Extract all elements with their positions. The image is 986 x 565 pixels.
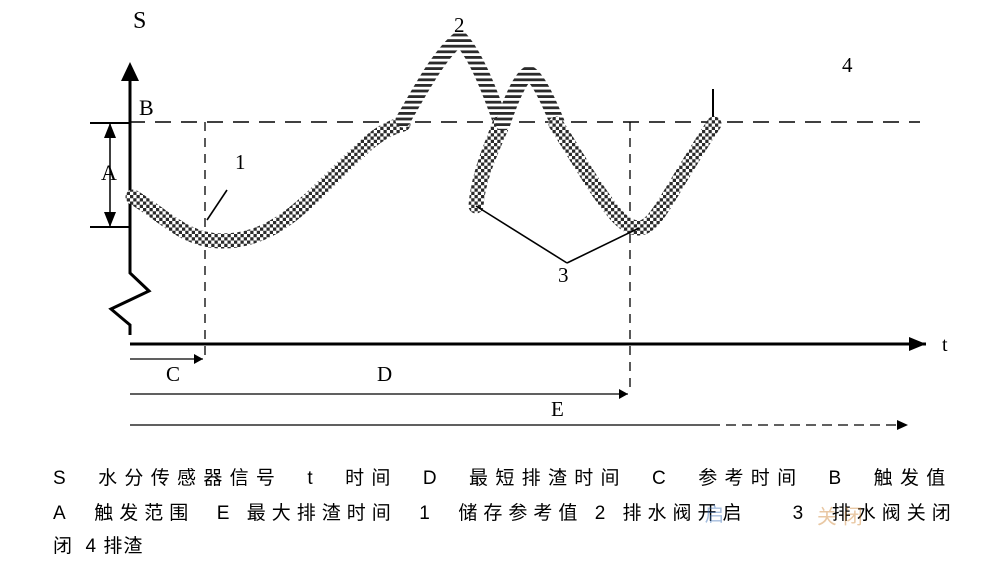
svg-text:t: t — [942, 334, 948, 356]
